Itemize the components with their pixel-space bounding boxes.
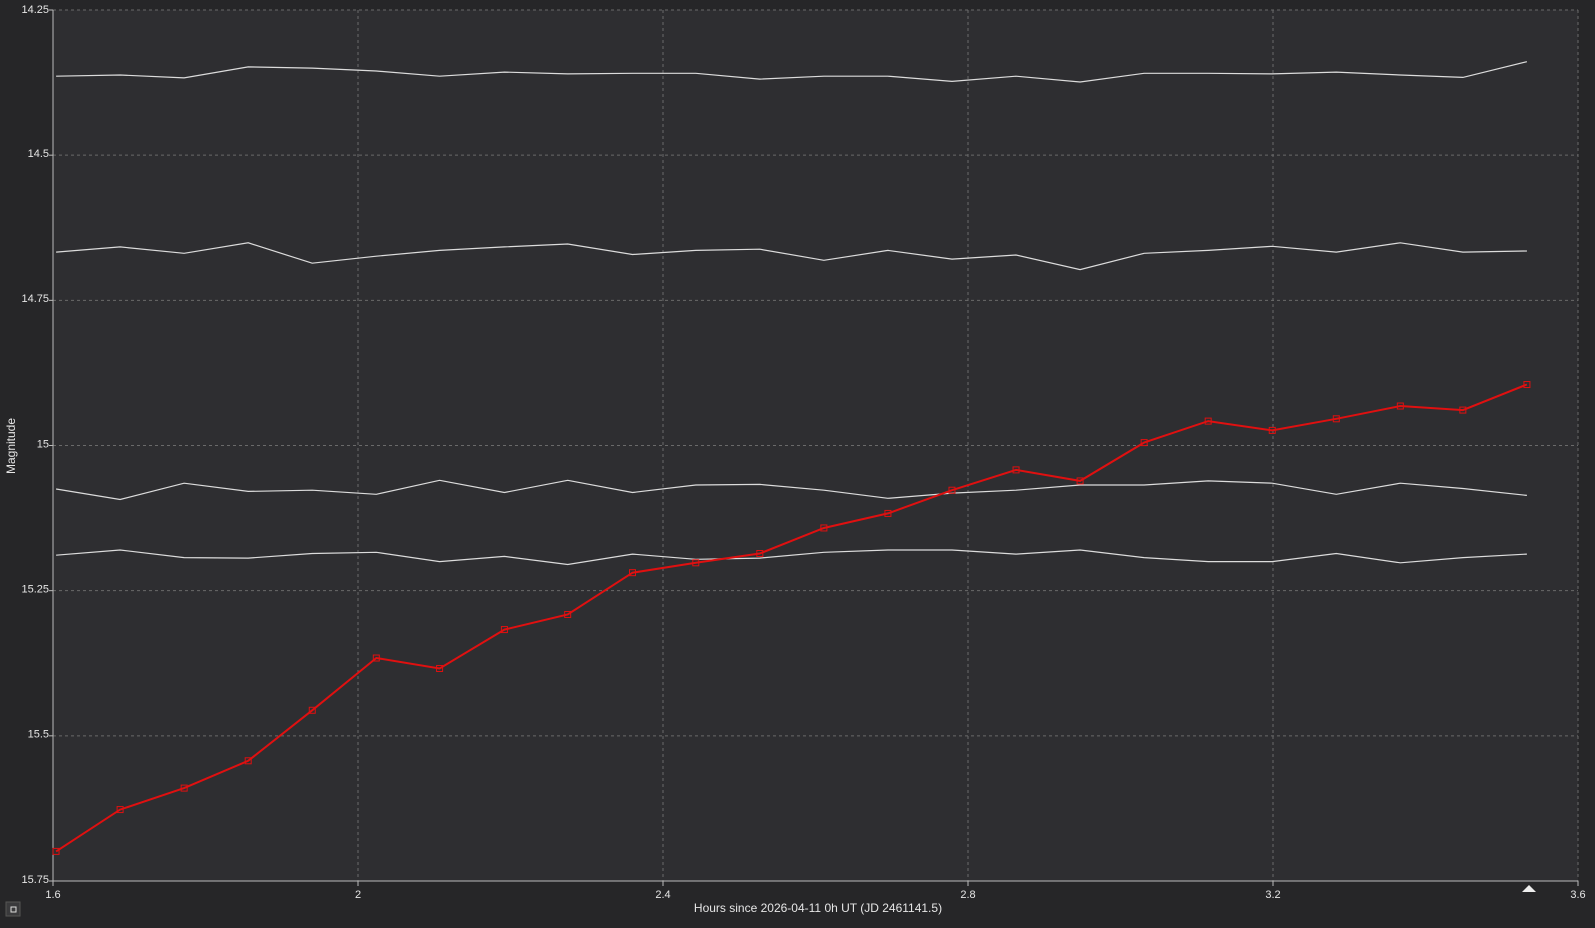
data-point [308, 706, 316, 714]
data-point [692, 559, 700, 567]
y-tick-label: 14.75 [21, 293, 49, 305]
data-point [1204, 417, 1212, 425]
series-line [56, 61, 1528, 83]
data-point [884, 509, 892, 517]
scroll-arrow[interactable] [1522, 885, 1536, 892]
data-point [180, 784, 188, 792]
data-point [116, 806, 124, 814]
series-line [56, 549, 1527, 566]
x-tick-label: 2 [355, 889, 361, 901]
series-line [56, 479, 1527, 501]
x-tick-label: 3.2 [1265, 889, 1280, 901]
data-point [1012, 466, 1020, 474]
data-point [1140, 439, 1148, 447]
y-tick-label: 15.75 [21, 874, 49, 886]
y-tick-label: 14.5 [28, 148, 49, 160]
x-tick-label: 1.6 [45, 889, 60, 901]
y-tick-label: 15.25 [21, 584, 49, 596]
data-point [244, 757, 252, 765]
data-point [1076, 477, 1084, 485]
data-point [1332, 415, 1340, 423]
data-point [820, 524, 828, 532]
y-axis-label: Magnitude [4, 418, 18, 474]
series-line [55, 383, 1528, 853]
data-point [436, 664, 444, 672]
data-point [372, 654, 380, 662]
y-tick-label: 15 [37, 438, 49, 450]
y-tick-label: 15.5 [28, 729, 49, 741]
corner-button-icon [10, 906, 17, 913]
data-point [500, 626, 508, 634]
data-point [52, 847, 60, 855]
x-tick-label: 2.4 [655, 889, 670, 901]
data-point [564, 610, 572, 618]
data-point [1268, 426, 1276, 434]
data-point [1459, 406, 1467, 414]
data-point [629, 569, 636, 577]
data-point [1523, 381, 1531, 389]
corner-button[interactable] [5, 901, 21, 917]
data-point [756, 550, 764, 558]
x-tick-label: 3.6 [1570, 889, 1585, 901]
data-point [948, 486, 956, 494]
x-tick-label: 2.8 [960, 889, 975, 901]
series-line [56, 242, 1527, 271]
x-axis-label: Hours since 2026-04-11 0h UT (JD 2461141… [694, 901, 942, 915]
y-tick-label: 14.25 [21, 4, 49, 16]
data-point [1396, 402, 1404, 410]
